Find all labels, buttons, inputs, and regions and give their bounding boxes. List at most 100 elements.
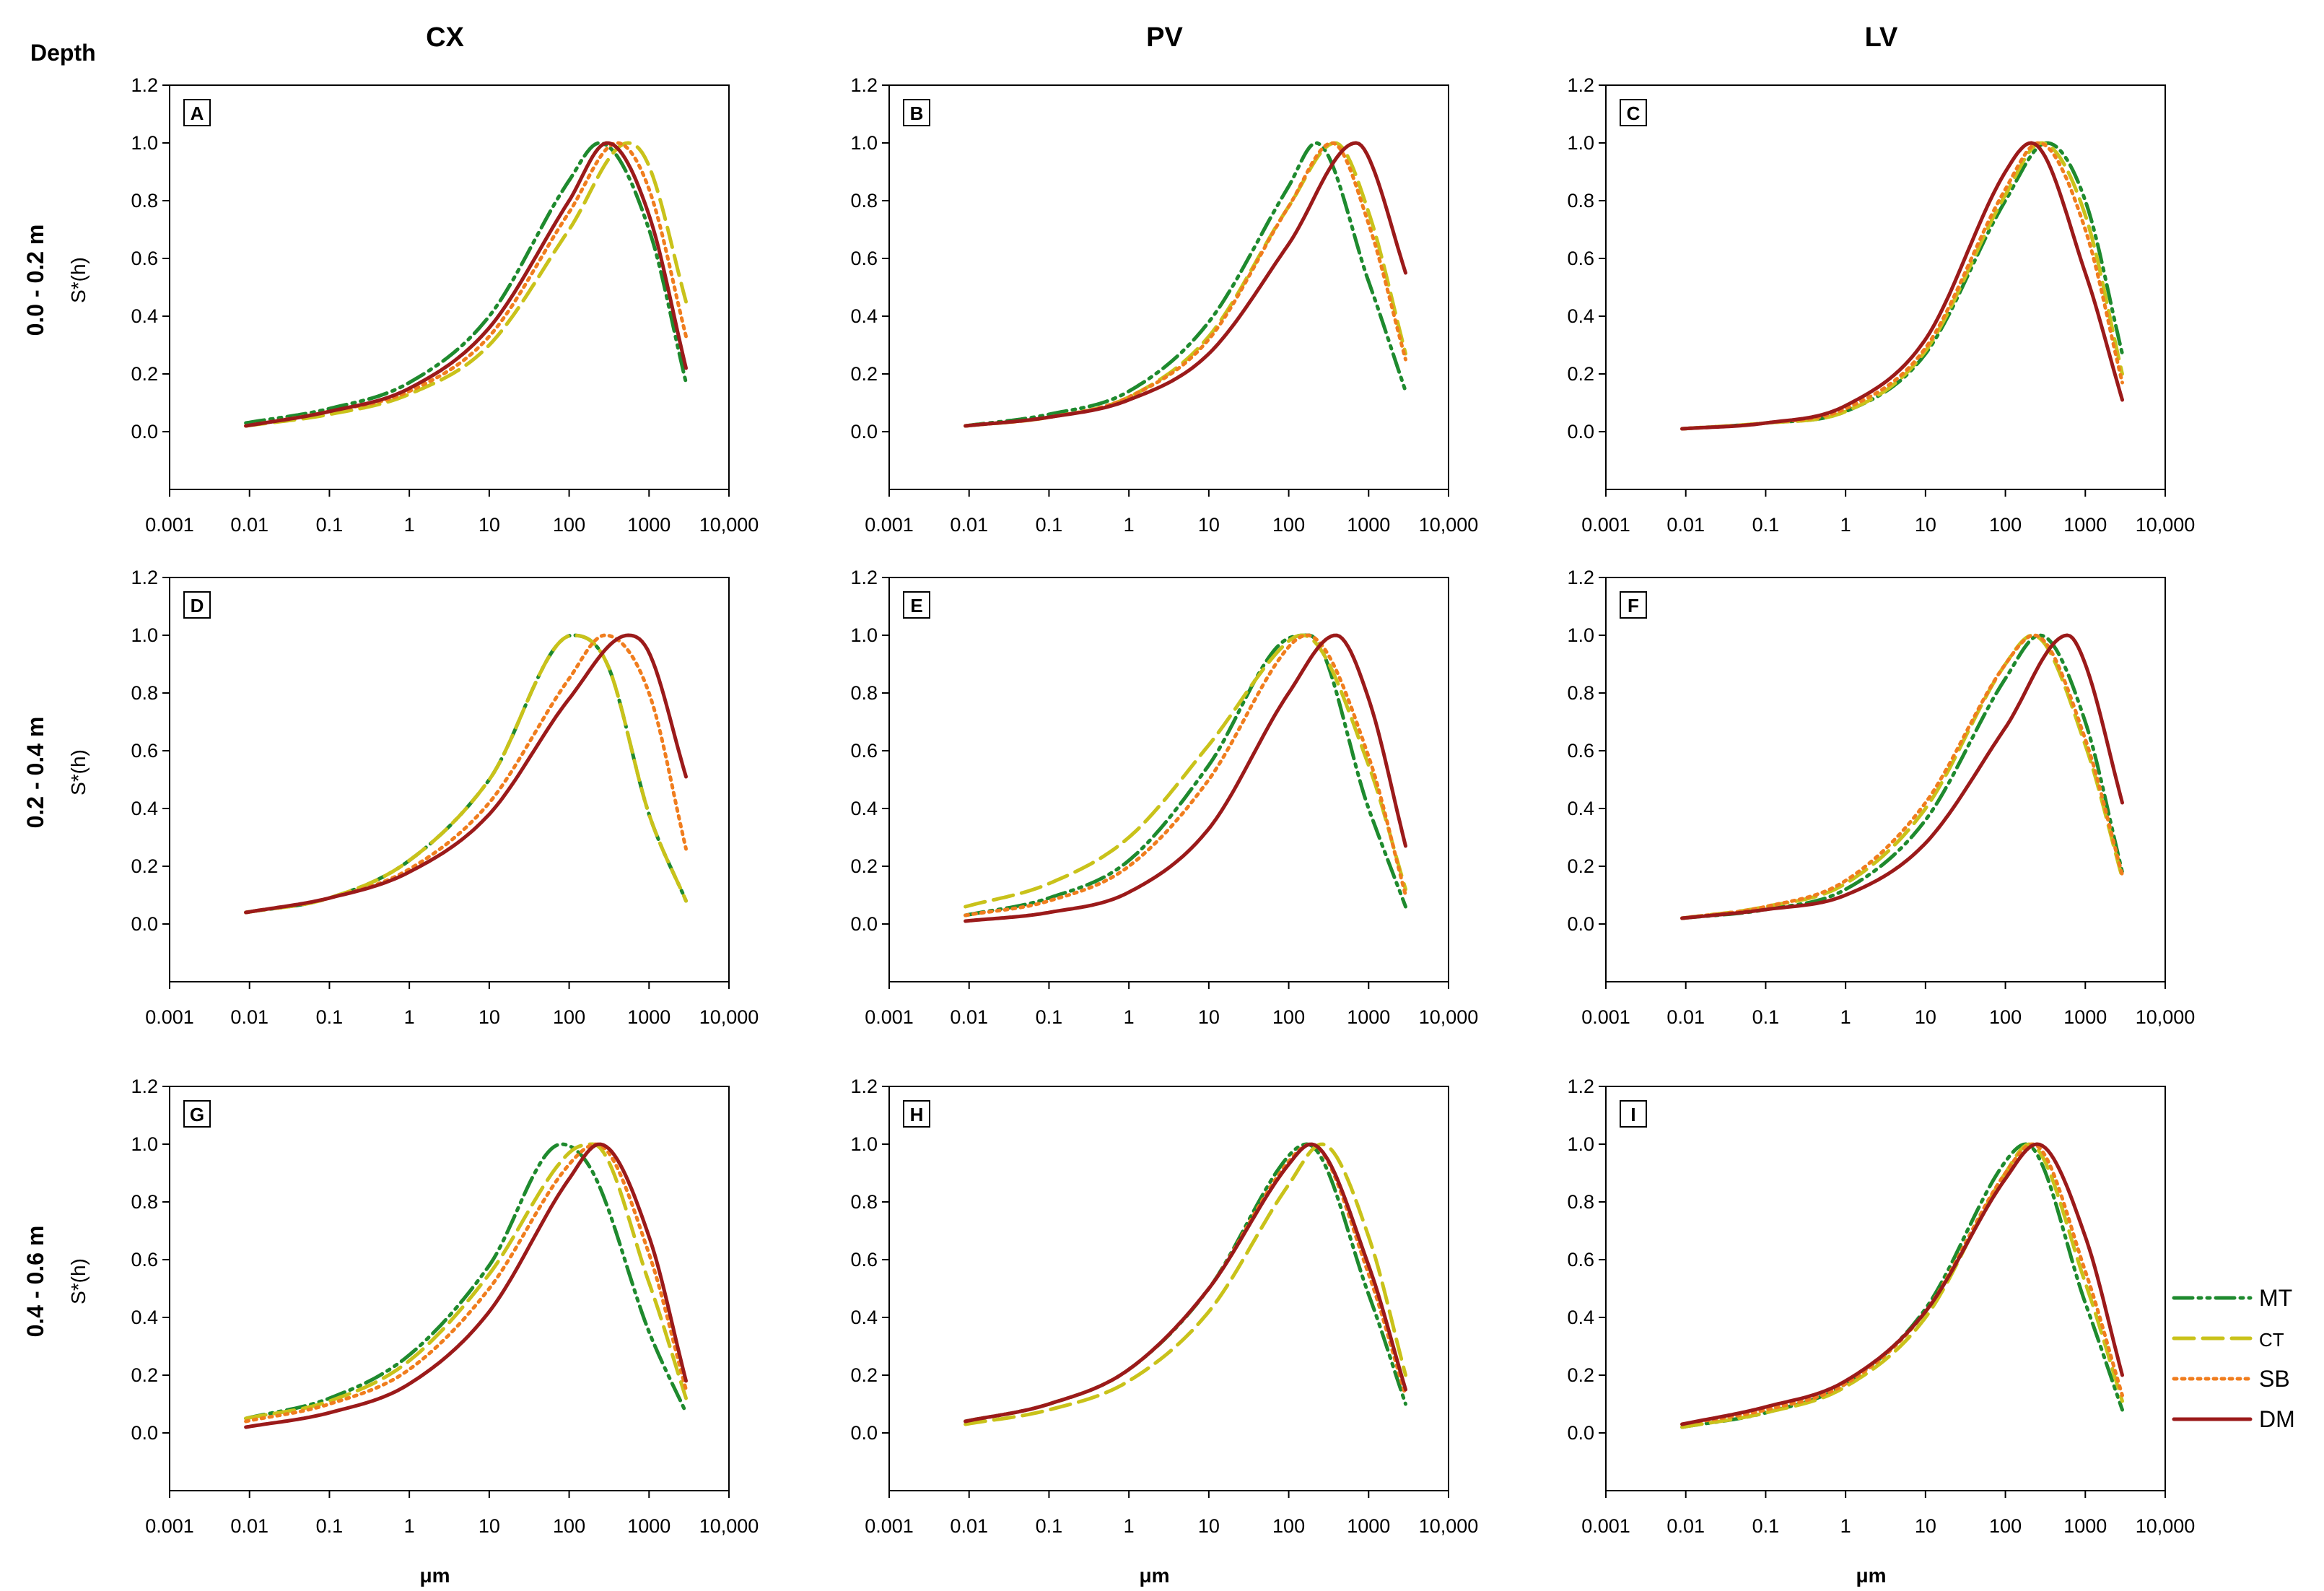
plot-area [169, 577, 730, 982]
x-tick-label: 10,000 [2136, 514, 2196, 536]
y-tick-label: 0.8 [1567, 190, 1594, 212]
x-tick-label: 1 [404, 1515, 415, 1537]
y-tick-label: 0.2 [850, 363, 878, 385]
x-tick-label: 10,000 [699, 1515, 759, 1537]
x-tick-label: 0.001 [865, 1515, 914, 1537]
series-line-ct [244, 1142, 688, 1421]
x-tick-label: 1 [1124, 1006, 1135, 1028]
series-line-mt [964, 633, 1407, 917]
x-tick-label: 0.1 [316, 514, 344, 536]
y-tick-label: 0.8 [850, 1191, 878, 1213]
y-tick-label: 1.0 [850, 1133, 878, 1155]
y-tick-label: 0.6 [850, 740, 878, 762]
legend: MT CT SB DM [2172, 1285, 2295, 1432]
y-tick-label: 0.4 [1567, 305, 1594, 327]
series-line-dm [964, 1142, 1407, 1424]
y-tick-label: 1.2 [850, 1076, 878, 1097]
x-tick-label: 10,000 [1419, 1515, 1479, 1537]
x-tick-label: 1 [1124, 1515, 1135, 1537]
x-tick-label: 10 [1915, 514, 1936, 536]
panel-E: 0.0 0.2 0.4 0.6 0.8 1.0 1.2 0.001 0.01 0.1 1 10 100 1… [850, 567, 1478, 1028]
x-tick-label: 1 [1840, 1006, 1851, 1028]
x-tick-label: 10,000 [699, 514, 759, 536]
x-tick-label: 1000 [2063, 514, 2107, 536]
y-tick-label: 0.2 [850, 1364, 878, 1386]
x-tick-label: 0.1 [1752, 1006, 1780, 1028]
x-tick-label: 1000 [627, 514, 670, 536]
x-tick-label: 100 [1272, 1006, 1305, 1028]
x-tick-label: 1000 [627, 1515, 670, 1537]
y-tick-label: 0.0 [850, 1422, 878, 1444]
series-line-dm [1680, 633, 2124, 920]
y-tick-label: 1.2 [131, 567, 158, 588]
column-header: LV [1865, 22, 1898, 53]
y-tick-label: 1.0 [850, 624, 878, 646]
column-header: CX [426, 22, 464, 53]
x-tick-label: 10 [1915, 1515, 1936, 1537]
panel-letter-box [903, 99, 930, 126]
y-tick-label: 1.2 [131, 1076, 158, 1097]
x-tick-label: 10,000 [2136, 1006, 2196, 1028]
x-tick-label: 0.1 [1036, 514, 1063, 536]
x-tick-label: 0.001 [865, 514, 914, 536]
series-line-dm [244, 141, 688, 428]
y-tick-label: 0.2 [1567, 1364, 1594, 1386]
x-tick-label: 0.001 [145, 514, 194, 536]
panel-letter: F [1628, 595, 1639, 616]
x-tick-label: 10 [1915, 1006, 1936, 1028]
legend-label-sb: SB [2259, 1366, 2290, 1392]
x-tick-label: 10 [1198, 1515, 1220, 1537]
series-line-ct [964, 633, 1407, 909]
x-tick-label: 0.01 [230, 1515, 268, 1537]
y-tick-label: 0.6 [1567, 1249, 1594, 1270]
x-tick-label: 10 [479, 514, 500, 536]
row-label: 0.4 - 0.6 m [22, 1226, 48, 1338]
x-tick-label: 10,000 [1419, 514, 1479, 536]
series-line-dm [964, 633, 1407, 923]
x-tick-label: 0.001 [1581, 1515, 1630, 1537]
x-tick-label: 100 [553, 514, 585, 536]
x-tick-label: 100 [1989, 514, 2022, 536]
plot-area [169, 84, 730, 490]
y-tick-label: 0.2 [131, 363, 158, 385]
y-tick-label: 0.8 [1567, 1191, 1594, 1213]
series-line-dm [964, 141, 1407, 428]
y-tick-label: 1.2 [131, 74, 158, 96]
y-tick-label: 0.2 [131, 1364, 158, 1386]
y-tick-label: 0.4 [131, 1307, 158, 1328]
x-tick-label: 1 [404, 514, 415, 536]
plot-area [888, 84, 1449, 490]
y-tick-label: 0.4 [1567, 1307, 1594, 1328]
x-tick-label: 1 [404, 1006, 415, 1028]
x-tick-label: 100 [1989, 1006, 2022, 1028]
y-tick-label: 0.6 [1567, 248, 1594, 269]
x-tick-label: 1000 [1347, 1515, 1390, 1537]
legend-label-dm: DM [2259, 1406, 2295, 1432]
legend-label-mt: MT [2259, 1285, 2292, 1311]
panel-letter: E [910, 595, 922, 616]
y-tick-label: 0.4 [131, 798, 158, 819]
x-tick-label: 1000 [1347, 1006, 1390, 1028]
x-tick-label: 10,000 [699, 1006, 759, 1028]
x-tick-label: 100 [1272, 1515, 1305, 1537]
panel-F: 0.0 0.2 0.4 0.6 0.8 1.0 1.2 0.001 0.01 0.1 1 10 100 1… [1567, 567, 2195, 1028]
y-tick-label: 0.2 [1567, 363, 1594, 385]
depth-label: Depth [30, 40, 96, 66]
panel-letter: C [1627, 103, 1641, 124]
panel-letter: B [910, 103, 924, 124]
y-tick-label: 1.0 [1567, 624, 1594, 646]
y-tick-label: 0.4 [850, 798, 878, 819]
x-tick-label: 1000 [627, 1006, 670, 1028]
x-tick-label: 0.001 [1581, 514, 1630, 536]
series-line-dm [1680, 141, 2124, 431]
y-tick-label: 1.2 [1567, 567, 1594, 588]
panel-D: 0.0 0.2 0.4 0.6 0.8 1.0 1.2 0.001 0.01 0.1 1 10 100 1… [131, 567, 759, 1028]
series-line-mt [244, 141, 688, 425]
x-tick-label: 0.01 [1666, 1515, 1705, 1537]
x-tick-label: 10,000 [2136, 1515, 2196, 1537]
y-tick-label: 0.0 [1567, 913, 1594, 935]
x-tick-label: 0.1 [1036, 1515, 1063, 1537]
x-tick-label: 0.01 [230, 514, 268, 536]
x-tick-label: 10 [1198, 514, 1220, 536]
panel-C: 0.0 0.2 0.4 0.6 0.8 1.0 1.2 0.001 0.01 0.1 1 10 100 1… [1567, 74, 2195, 536]
